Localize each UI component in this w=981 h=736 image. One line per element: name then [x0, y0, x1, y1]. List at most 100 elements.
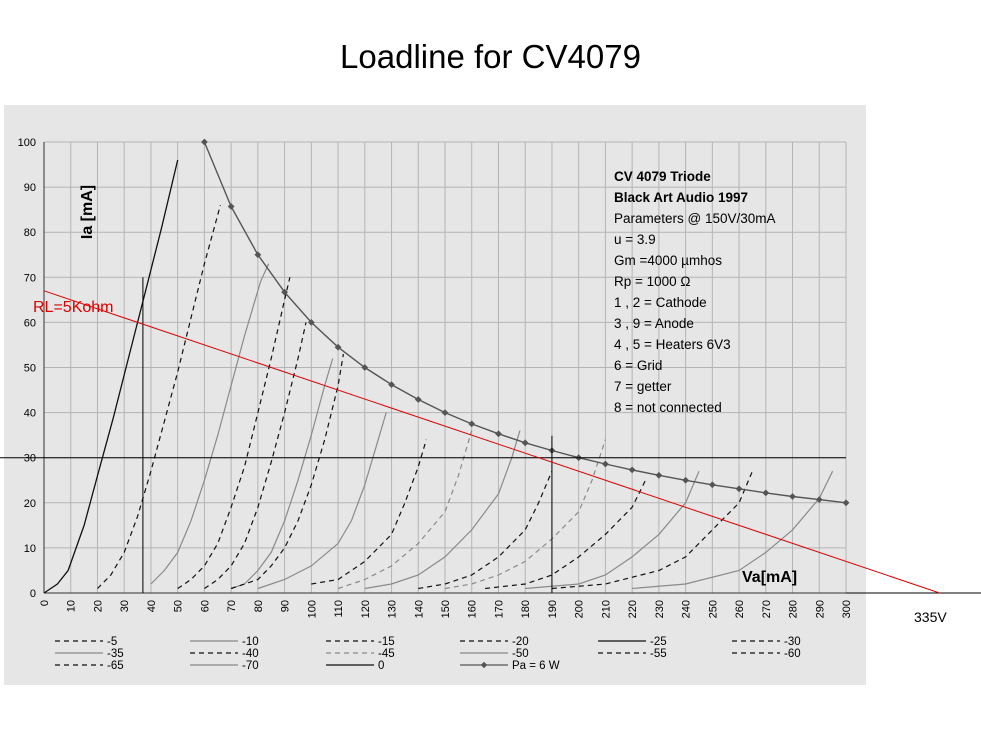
- x-tick-label: 110: [333, 600, 345, 618]
- y-tick-label: 100: [18, 137, 36, 149]
- x-tick-label: 140: [413, 600, 425, 618]
- x-tick-label: 150: [440, 600, 452, 618]
- x-tick-label: 200: [574, 600, 586, 618]
- y-tick-label: 20: [24, 498, 36, 510]
- dissipation-marker: [307, 319, 315, 326]
- curve-grid-minus-60: [444, 439, 606, 590]
- legend-label: -45: [378, 648, 395, 660]
- info-line: u = 3.9: [614, 232, 656, 247]
- dissipation-marker: [842, 499, 850, 507]
- load-line-end-label: 335V: [914, 609, 947, 625]
- x-tick-label: 50: [173, 600, 185, 612]
- dissipation-marker: [628, 466, 636, 474]
- dissipation-marker: [254, 251, 262, 259]
- legend-label: -50: [512, 648, 529, 660]
- x-tick-label: 160: [467, 600, 479, 618]
- info-line: Parameters @ 150V/30mA: [614, 211, 776, 226]
- curve-grid-minus-65: [485, 480, 647, 590]
- x-tick-label: 290: [814, 600, 826, 618]
- x-tick-label: 270: [761, 600, 773, 618]
- x-tick-label: 100: [306, 600, 318, 618]
- dissipation-marker: [789, 493, 796, 500]
- chart-background: [4, 105, 866, 685]
- info-line: Gm =4000 µmhos: [614, 253, 722, 268]
- curve-grid-minus-20: [204, 322, 307, 589]
- slide-title: Loadline for CV4079: [340, 38, 641, 75]
- dissipation-marker: [281, 288, 288, 296]
- y-tick-label: 10: [24, 543, 36, 555]
- x-tick-label: 80: [253, 600, 265, 612]
- legend-label: -20: [512, 636, 529, 648]
- x-tick-label: 120: [360, 600, 372, 618]
- info-line: 3 , 9 = Anode: [614, 316, 694, 331]
- x-tick-label: 10: [66, 600, 78, 612]
- curve-grid-minus-25: [230, 358, 334, 590]
- info-line: 7 = getter: [614, 379, 672, 394]
- info-line: 4 , 5 = Heaters 6V3: [614, 337, 731, 352]
- curve-grid-minus-40: [311, 439, 427, 585]
- dissipation-marker: [495, 430, 502, 438]
- x-tick-label: 0: [39, 600, 51, 606]
- x-tick-label: 250: [707, 600, 719, 618]
- info-line: Rp = 1000 Ω: [614, 274, 691, 289]
- legend-label: Pa = 6 W: [512, 660, 560, 672]
- legend-label: -25: [650, 636, 667, 648]
- y-tick-label: 70: [24, 272, 36, 284]
- load-line-label: RL=5Kohm: [33, 299, 114, 316]
- curve-grid-0: [43, 159, 179, 594]
- dissipation-marker: [227, 203, 235, 210]
- dissipation-marker: [655, 471, 663, 479]
- info-line: 6 = Grid: [614, 358, 662, 373]
- legend-label: -30: [784, 636, 801, 648]
- x-tick-label: 210: [600, 600, 612, 618]
- dissipation-marker: [602, 460, 609, 468]
- dissipation-marker: [334, 343, 342, 351]
- dissipation-marker: [762, 489, 770, 497]
- info-line: 8 = not connected: [614, 400, 722, 415]
- info-line: CV 4079 Triode: [614, 169, 711, 184]
- dissipation-marker: [441, 409, 449, 416]
- legend-label: 0: [378, 660, 384, 672]
- y-tick-label: 60: [24, 317, 36, 329]
- legend-diamond: [480, 661, 488, 669]
- x-tick-label: 130: [387, 600, 399, 618]
- y-tick-label: 0: [30, 588, 36, 600]
- x-tick-label: 30: [119, 600, 131, 612]
- y-tick-label: 30: [24, 453, 36, 465]
- curve-grid-minus-50: [364, 430, 521, 590]
- legend-label: -70: [242, 660, 259, 672]
- x-tick-label: 220: [627, 600, 639, 618]
- y-tick-label: 90: [24, 182, 36, 194]
- legend-label: -15: [378, 636, 395, 648]
- dissipation-marker: [201, 138, 208, 146]
- x-tick-label: 190: [547, 600, 559, 618]
- info-line: 1 , 2 = Cathode: [614, 295, 707, 310]
- x-tick-label: 300: [841, 600, 853, 618]
- dissipation-marker: [468, 420, 476, 428]
- curve-grid-minus-75: [551, 470, 753, 590]
- curve-grid-minus-5: [97, 204, 221, 589]
- x-tick-label: 240: [681, 600, 693, 618]
- x-axis-label: Va[mA]: [742, 569, 797, 586]
- x-tick-label: 90: [280, 600, 292, 612]
- dissipation-marker: [735, 485, 743, 493]
- dissipation-marker: [815, 496, 823, 504]
- x-tick-label: 70: [226, 600, 238, 612]
- x-tick-label: 60: [199, 600, 211, 612]
- legend-label: -65: [107, 660, 124, 672]
- curve-grid-minus-45: [337, 430, 473, 590]
- curve-grid-minus-70: [525, 470, 700, 590]
- legend-label: -35: [107, 648, 124, 660]
- x-tick-label: 230: [654, 600, 666, 618]
- curve-grid-minus-15: [177, 277, 291, 589]
- curve-grid-minus-35: [257, 412, 387, 590]
- x-tick-label: 280: [788, 600, 800, 618]
- legend-label: -40: [242, 648, 259, 660]
- y-tick-label: 80: [24, 227, 36, 239]
- dissipation-marker: [521, 439, 529, 447]
- legend-label: -60: [784, 648, 801, 660]
- legend-label: -55: [650, 648, 667, 660]
- curve-grid-minus-55: [418, 470, 553, 590]
- x-tick-label: 20: [92, 600, 104, 612]
